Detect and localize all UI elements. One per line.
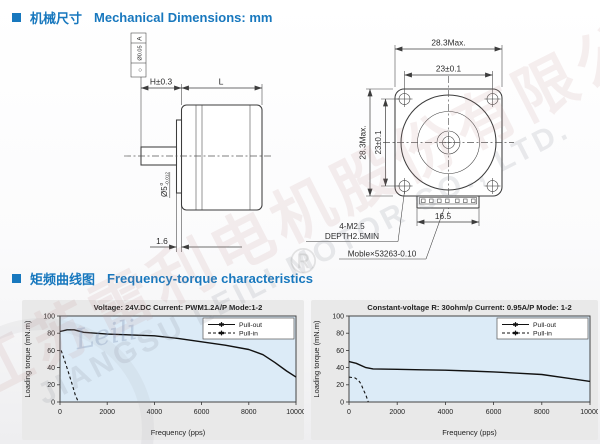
datum-tolerance-label: Ø0.05 xyxy=(138,45,144,60)
x-tick-label: 8000 xyxy=(534,409,550,416)
y-tick-label: 80 xyxy=(47,331,55,338)
screw-note-line1: 4-M2.5 xyxy=(339,222,365,231)
dim-body-length-label: L xyxy=(219,77,224,87)
series-pull-out xyxy=(348,360,591,383)
x-tick-label: 2000 xyxy=(99,409,115,416)
x-tick-label: 4000 xyxy=(147,409,163,416)
connector-note: Moble×53263-0.10 xyxy=(339,208,445,260)
section-bullet-icon xyxy=(12,274,21,283)
chart-title: Voltage: 24V.DC Current: PWM1.2A/P Mode:… xyxy=(94,303,263,312)
screw-note-line2: DEPTH2.5MIN xyxy=(325,232,379,241)
y-axis-label: Loading torque (mN.m) xyxy=(23,320,32,398)
x-tick-label: 0 xyxy=(58,409,62,416)
dim-width-max-label: 28.3Max. xyxy=(431,38,465,48)
chart-svg: 0 20 40 60 80 100 0 2000 4000 6000 8000 10000 Consta… xyxy=(312,303,600,437)
y-tick-label: 20 xyxy=(336,382,344,389)
chart-constant-voltage: 0 20 40 60 80 100 0 2000 4000 6000 8000 10000 Consta… xyxy=(311,300,600,440)
y-axis-label: Loading torque (mN.m) xyxy=(312,320,321,398)
x-tick-label: 6000 xyxy=(486,409,502,416)
y-tick-label: 40 xyxy=(336,365,344,372)
shaft-dia-label: Ø5 xyxy=(160,186,169,197)
dim-height-max-label: 28.3Max. xyxy=(358,125,368,159)
dim-hole-pitch-v: 23±0.1 xyxy=(374,98,399,187)
y-tick-label: 40 xyxy=(47,365,55,372)
x-tick-label: 2000 xyxy=(389,409,405,416)
dim-shaft-diameter: Ø5 0 -0.012 xyxy=(159,172,170,198)
legend-label: Pull-in xyxy=(533,330,552,337)
shaft-tol-upper: 0 xyxy=(159,183,165,186)
x-axis-label: Frequency (pps) xyxy=(442,428,497,437)
dim-width-max: 28.3Max. xyxy=(394,38,503,87)
section-header-mechanical: 机械尺寸 Mechanical Dimensions: mm xyxy=(12,8,272,27)
side-view: A Ø0.05 ○ H±0.3 L xyxy=(124,32,272,252)
legend-label: Pull-out xyxy=(533,322,556,329)
datum-frame: A Ø0.05 ○ xyxy=(130,32,147,147)
dim-hole-pitch-h-label: 23±0.1 xyxy=(436,64,462,74)
y-tick-label: 100 xyxy=(332,313,344,320)
series-pull-in xyxy=(60,350,79,403)
series-pull-in xyxy=(348,376,369,403)
x-tick-label: 8000 xyxy=(241,409,257,416)
y-tick-label: 20 xyxy=(47,382,55,389)
chart-svg: 0 20 40 60 80 100 0 2000 4000 6000 8000 10000 Voltag… xyxy=(23,303,306,437)
legend-label: Pull-in xyxy=(239,330,258,337)
dim-connector-width-label: 16.5 xyxy=(435,211,452,221)
section-bullet-icon xyxy=(12,13,21,22)
dim-flange-thickness: 1.6 xyxy=(150,193,242,252)
dim-flange-thickness-label: 1.6 xyxy=(156,236,168,246)
y-tick-label: 60 xyxy=(336,348,344,355)
y-tick-label: 0 xyxy=(51,399,55,406)
series-pull-out xyxy=(59,329,297,378)
datum-symbol: ○ xyxy=(137,68,144,72)
screw-note: 4-M2.5 DEPTH2.5MIN xyxy=(306,191,405,242)
section-title-en: Mechanical Dimensions: mm xyxy=(94,10,273,25)
x-tick-label: 10000 xyxy=(286,409,304,416)
legend-box xyxy=(496,317,589,340)
x-tick-label: 6000 xyxy=(194,409,210,416)
dim-shaft-length: H±0.3 xyxy=(140,77,182,105)
mechanical-drawing: A Ø0.05 ○ H±0.3 L xyxy=(124,32,514,260)
x-tick-label: 4000 xyxy=(438,409,454,416)
chart-title: Constant-voltage R: 30ohm/p Current: 0.9… xyxy=(367,303,572,312)
connector xyxy=(416,195,480,209)
legend-label: Pull-out xyxy=(239,322,262,329)
section-title-zh: 矩频曲线图 xyxy=(30,272,96,287)
dim-shaft-length-label: H±0.3 xyxy=(150,77,173,87)
dim-hole-pitch-v-label: 23±0.1 xyxy=(374,131,383,155)
front-view: 28.3Max. 23±0.1 28.3Max. 23±0.1 xyxy=(306,38,514,260)
shaft-tol-lower: -0.012 xyxy=(164,172,170,186)
x-tick-label: 10000 xyxy=(580,409,598,416)
y-tick-label: 60 xyxy=(47,348,55,355)
dim-connector-width: 16.5 xyxy=(416,209,480,226)
chart-voltage-pwm: 0 20 40 60 80 100 0 2000 4000 6000 8000 10000 Voltag… xyxy=(22,300,306,440)
datum-ref-label: A xyxy=(137,36,144,41)
legend-box xyxy=(202,317,295,340)
y-tick-label: 100 xyxy=(43,313,55,320)
section-title-en: Frequency-torque characteristics xyxy=(107,271,313,286)
x-axis-label: Frequency (pps) xyxy=(151,428,206,437)
connector-note-label: Moble×53263-0.10 xyxy=(348,250,417,259)
mounting-holes xyxy=(396,91,501,194)
y-tick-label: 0 xyxy=(340,399,344,406)
dim-height-max: 28.3Max. xyxy=(358,88,393,197)
section-title-zh: 机械尺寸 xyxy=(30,11,83,26)
dim-body-length: L xyxy=(181,77,263,105)
section-header-torque: 矩频曲线图 Frequency-torque characteristics xyxy=(12,269,313,288)
motor-body-outline xyxy=(124,104,272,211)
x-tick-label: 0 xyxy=(347,409,351,416)
y-tick-label: 80 xyxy=(336,331,344,338)
dim-hole-pitch-h: 23±0.1 xyxy=(404,64,493,91)
